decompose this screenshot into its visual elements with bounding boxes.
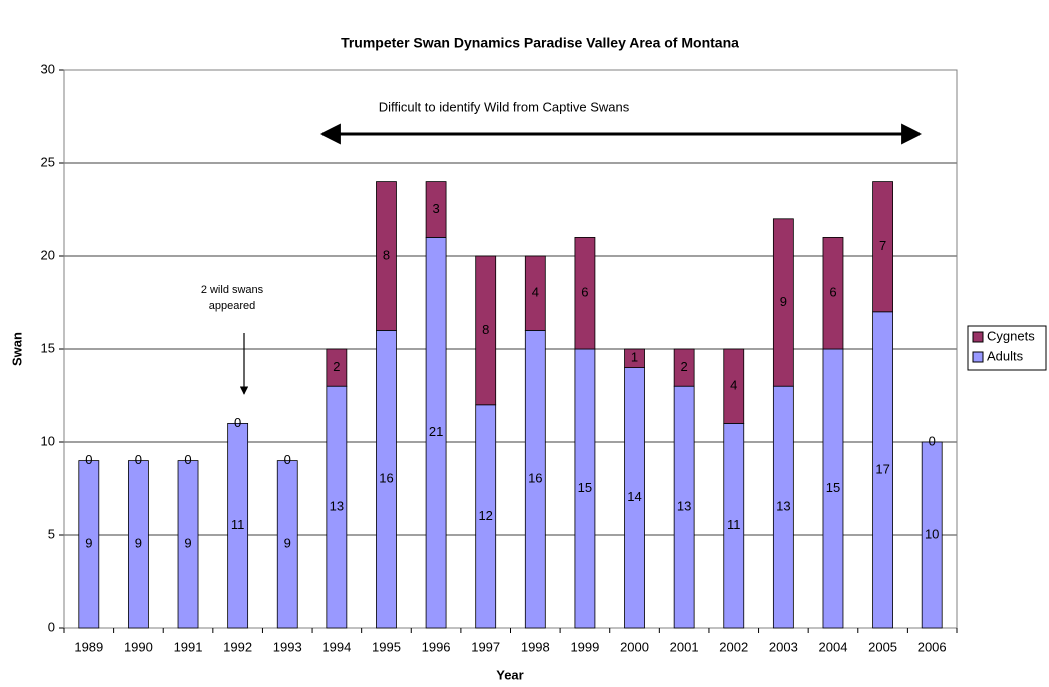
data-label: 13 xyxy=(330,499,344,514)
data-label: 17 xyxy=(875,461,889,476)
annotation: Difficult to identify Wild from Captive … xyxy=(379,99,630,114)
data-label: 0 xyxy=(135,452,142,467)
data-label: 8 xyxy=(482,322,489,337)
bar-segment xyxy=(78,460,100,629)
data-label: 11 xyxy=(231,517,245,532)
y-tick-label: 30 xyxy=(41,61,55,76)
data-label: 2 xyxy=(333,359,340,374)
data-label: 14 xyxy=(627,489,641,504)
data-label: 21 xyxy=(429,424,443,439)
bar-segment xyxy=(128,460,149,629)
bar-segment xyxy=(822,236,844,350)
y-tick-label: 15 xyxy=(41,340,55,355)
data-label: 0 xyxy=(284,452,291,467)
data-label: 0 xyxy=(85,452,92,467)
data-label: 16 xyxy=(528,471,542,486)
x-tick-label: 1997 xyxy=(471,639,500,654)
data-label: 2 xyxy=(681,359,688,374)
x-tick-label: 1998 xyxy=(521,639,550,654)
bar-segment xyxy=(723,348,745,424)
bar-segment xyxy=(524,255,546,331)
bar-segment xyxy=(772,218,794,387)
data-label: 9 xyxy=(780,294,787,309)
x-tick-label: 1991 xyxy=(174,639,203,654)
legend-swatch xyxy=(972,331,984,343)
x-tick-label: 1994 xyxy=(322,639,351,654)
x-tick-label: 2006 xyxy=(918,639,947,654)
y-tick-label: 0 xyxy=(48,619,55,634)
y-tick-label: 20 xyxy=(41,247,55,262)
x-tick-label: 2000 xyxy=(620,639,649,654)
x-axis-label: Year xyxy=(496,667,523,682)
x-tick-label: 2004 xyxy=(819,639,848,654)
data-label: 9 xyxy=(85,536,92,551)
y-tick-label: 10 xyxy=(41,433,55,448)
data-label: 9 xyxy=(135,536,142,551)
x-tick-label: 1989 xyxy=(74,639,103,654)
data-label: 12 xyxy=(478,508,492,523)
data-label: 0 xyxy=(234,415,241,430)
x-tick-label: 2001 xyxy=(670,639,699,654)
data-label: 1 xyxy=(631,350,638,365)
data-label: 13 xyxy=(776,499,790,514)
bar-segment xyxy=(624,348,645,369)
data-label: 6 xyxy=(581,285,588,300)
x-tick-label: 2005 xyxy=(868,639,897,654)
bar-segment xyxy=(574,236,596,350)
data-label: 0 xyxy=(929,433,936,448)
data-label: 9 xyxy=(184,536,191,551)
bar-segment xyxy=(177,460,199,629)
data-label: 7 xyxy=(879,238,886,253)
data-label: 4 xyxy=(532,285,539,300)
x-tick-label: 2002 xyxy=(719,639,748,654)
data-label: 11 xyxy=(727,517,741,532)
y-axis-label: Swan xyxy=(9,332,24,366)
bar-segment xyxy=(425,181,447,238)
bar-segment xyxy=(276,460,298,629)
data-label: 8 xyxy=(383,247,390,262)
x-tick-label: 1990 xyxy=(124,639,153,654)
data-label: 4 xyxy=(730,378,737,393)
data-label: 13 xyxy=(677,499,691,514)
bar-segment xyxy=(921,441,943,629)
data-label: 3 xyxy=(432,201,439,216)
data-label: 15 xyxy=(826,480,840,495)
x-tick-label: 1996 xyxy=(422,639,451,654)
x-tick-label: 2003 xyxy=(769,639,798,654)
x-tick-label: 1992 xyxy=(223,639,252,654)
data-label: 9 xyxy=(284,536,291,551)
x-tick-label: 1995 xyxy=(372,639,401,654)
bar-segment xyxy=(326,348,348,387)
bar-segment xyxy=(376,181,397,331)
legend-label: Cygnets xyxy=(987,328,1035,343)
y-tick-label: 5 xyxy=(48,526,55,541)
bar-segment xyxy=(227,422,249,629)
legend-swatch xyxy=(972,351,984,363)
data-label: 16 xyxy=(379,471,393,486)
bar-segment xyxy=(475,255,497,406)
legend-label: Adults xyxy=(987,348,1024,363)
data-label: 15 xyxy=(578,480,592,495)
data-label: 6 xyxy=(829,285,836,300)
annotation: appeared xyxy=(209,300,256,312)
x-tick-label: 1999 xyxy=(570,639,599,654)
annotation: 2 wild swans xyxy=(201,284,264,296)
data-label: 0 xyxy=(184,452,191,467)
data-label: 10 xyxy=(925,526,939,541)
x-tick-label: 1993 xyxy=(273,639,302,654)
chart-title: Trumpeter Swan Dynamics Paradise Valley … xyxy=(341,35,739,51)
y-tick-label: 25 xyxy=(41,154,55,169)
bar-segment xyxy=(872,181,893,313)
bar-segment xyxy=(673,348,695,387)
